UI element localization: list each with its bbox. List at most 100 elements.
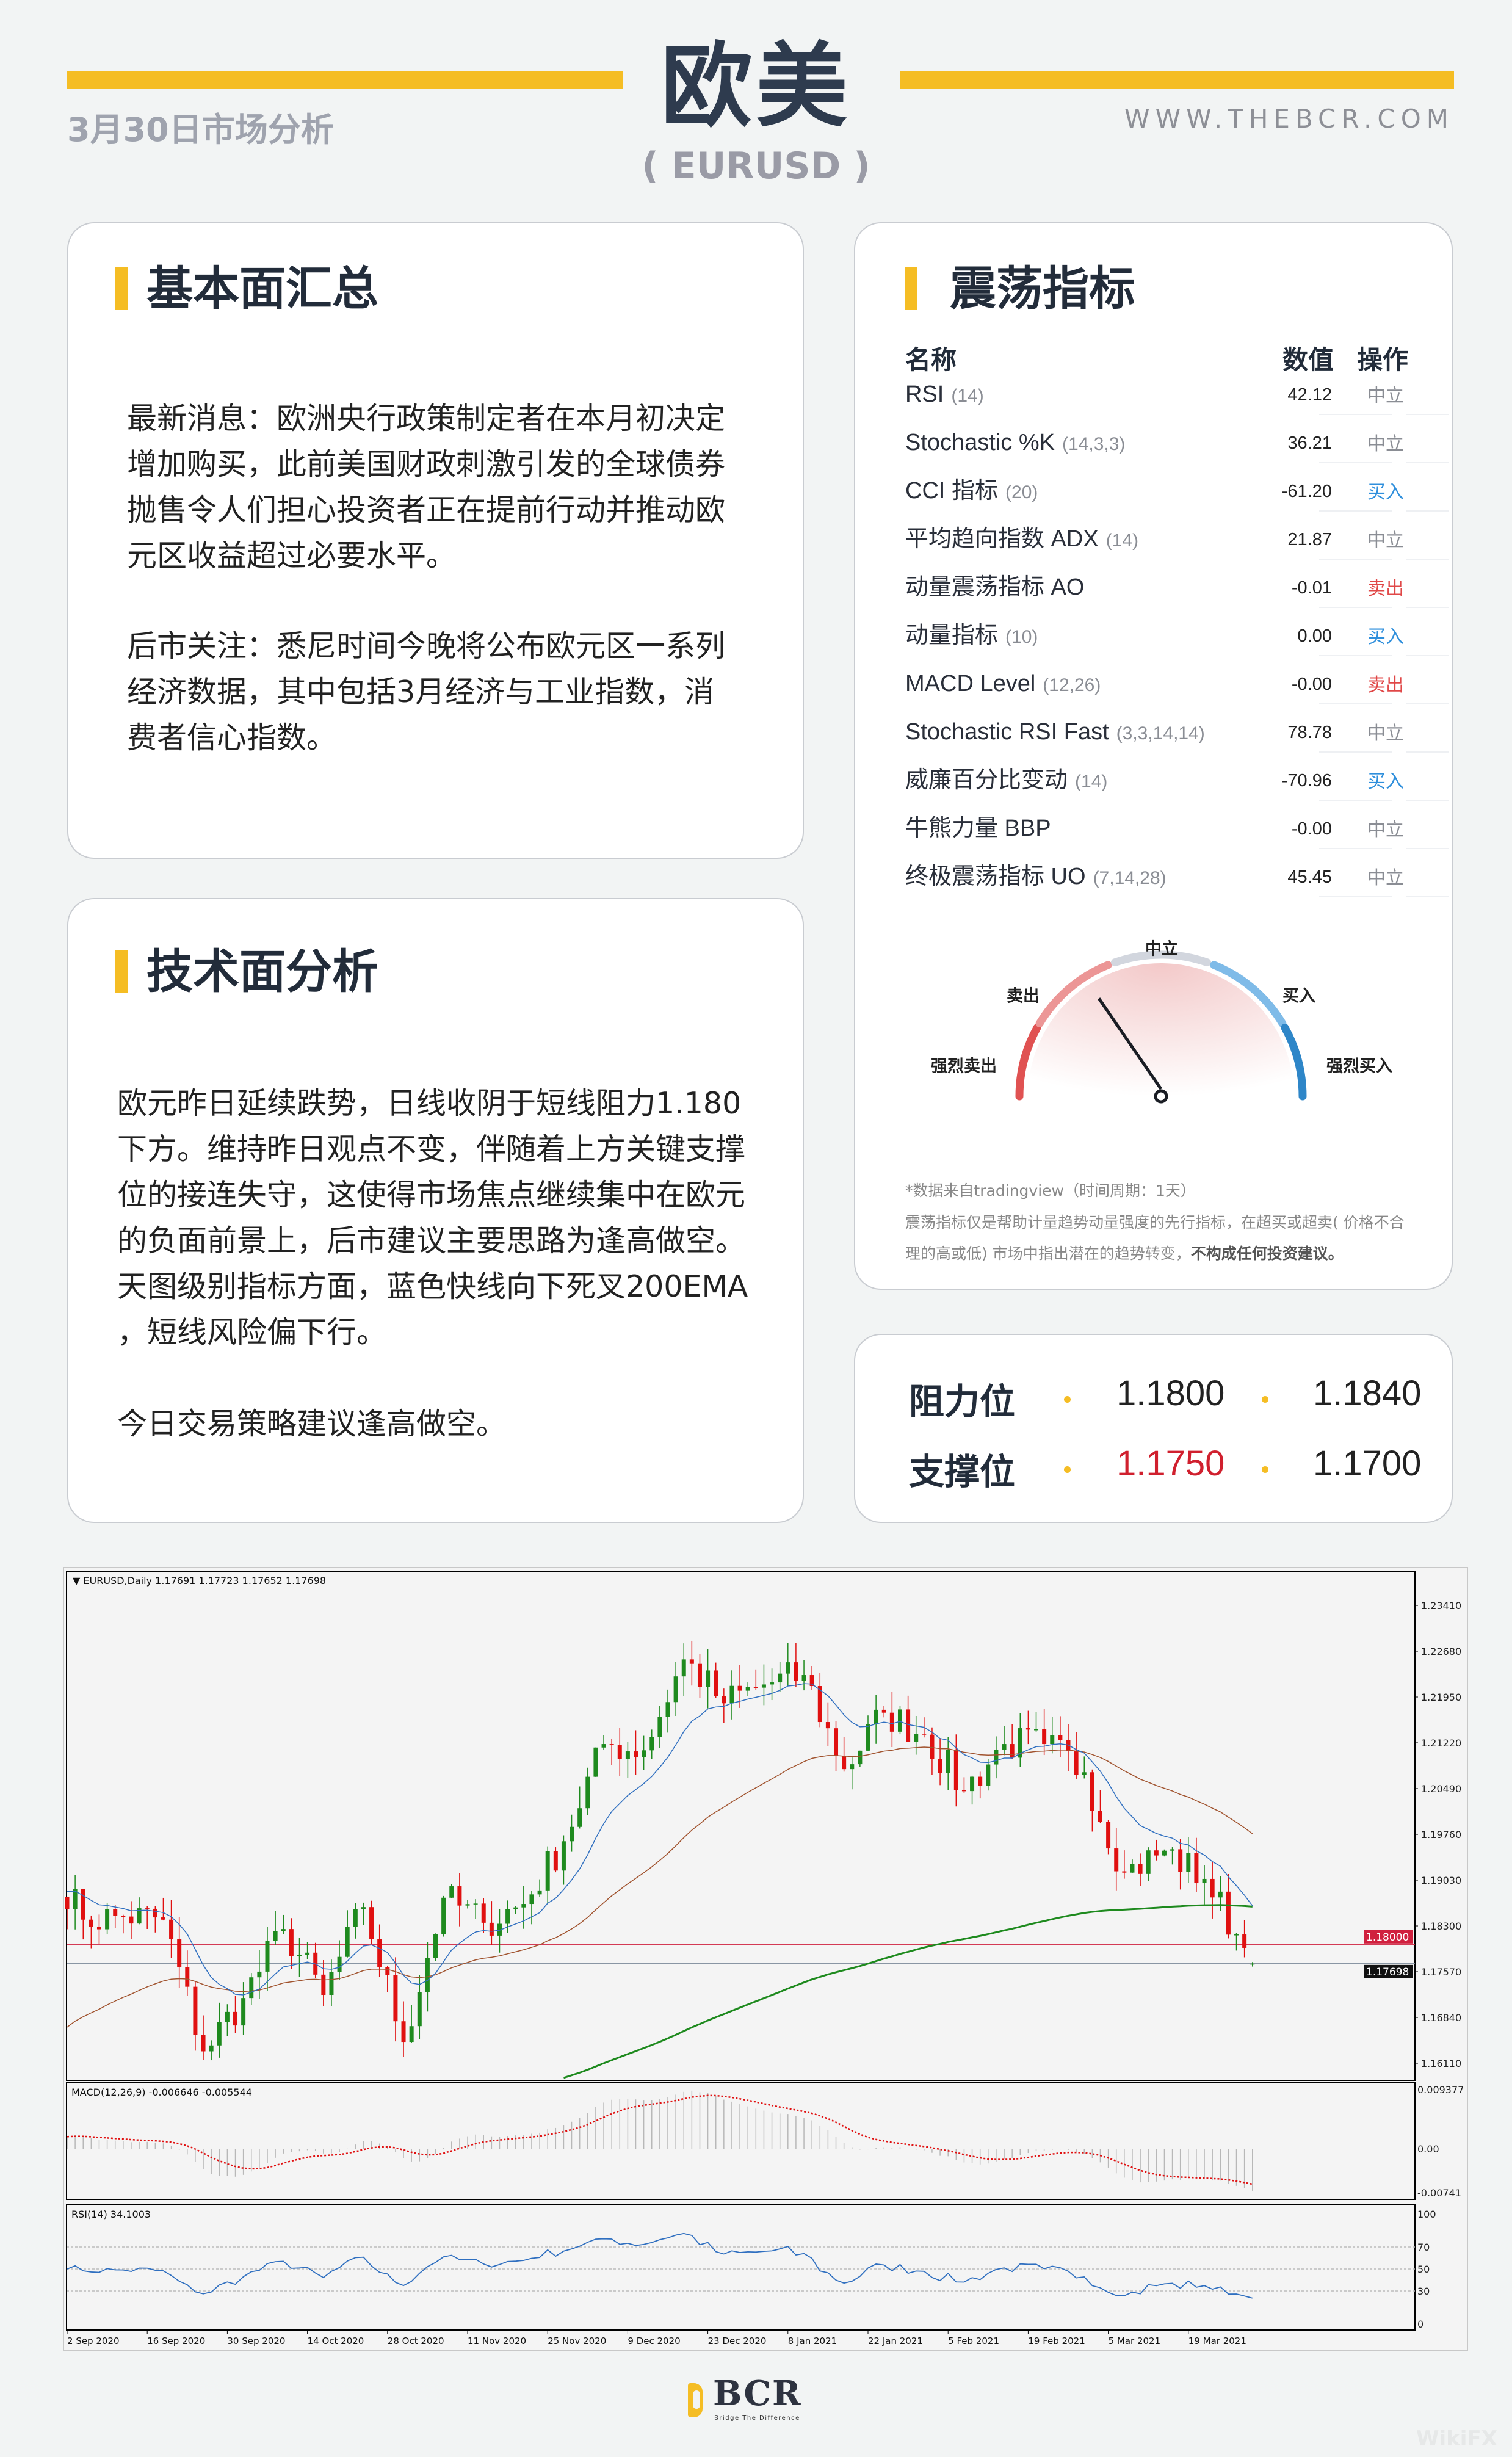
candle-body [289, 1929, 294, 1956]
date-tick-label: 19 Feb 2021 [1028, 2336, 1085, 2347]
oscillator-value: 21.87 [1287, 530, 1332, 549]
website-link[interactable]: WWW.THEBCR.COM [1124, 104, 1454, 134]
candle-body [850, 1764, 855, 1770]
column-header-action: 操作 [1357, 345, 1409, 375]
rsi-line [67, 2232, 1253, 2299]
resistance-label: 阻力位 [909, 1381, 1016, 1422]
trading-strategy: 今日交易策略建议逢高做空。 [117, 1406, 507, 1441]
row-divider [1406, 848, 1449, 849]
gauge-segment-buy [1210, 961, 1287, 1028]
oscillators-heading: 震荡指标 [950, 261, 1135, 316]
disclaimer-line: 理的高或低) 市场中指出潜在的趋势转变，不构成任何投资建议。 [905, 1242, 1344, 1264]
candle-body [770, 1682, 775, 1685]
oscillator-name: 牛熊力量 BBP [905, 810, 1058, 849]
candle-body [625, 1751, 630, 1759]
candle-body [697, 1663, 702, 1687]
candle-body [978, 1776, 983, 1786]
oscillator-name: MACD Level (12,26) [905, 665, 1101, 704]
oscillator-name: 终极震荡指标 UO (7,14,28) [905, 858, 1167, 897]
candle-body [273, 1931, 278, 1941]
row-divider [1406, 462, 1449, 463]
oscillator-label: 威廉百分比变动 [905, 767, 1068, 793]
page-subtitle: ( EURUSD ) [642, 145, 870, 187]
candle-body [593, 1747, 598, 1777]
candle-body [842, 1756, 847, 1770]
candle-body [914, 1734, 919, 1742]
date-tick-label: 28 Oct 2020 [388, 2336, 444, 2347]
support-1: 1.1750 [1116, 1444, 1225, 1483]
oscillator-row: CCI 指标 (20) -61.20 买入 [855, 472, 1454, 521]
row-divider [1406, 559, 1449, 560]
oscillator-row: RSI (14) 42.12 中立 [855, 376, 1454, 424]
oscillator-row: 动量指标 (10) 0.00 买入 [855, 617, 1454, 665]
oscillator-action: 买入 [1367, 626, 1404, 648]
oscillator-action: 买入 [1367, 771, 1404, 792]
candle-body [1114, 1848, 1119, 1872]
candle-body [233, 2011, 238, 2026]
date-tick-label: 19 Mar 2021 [1188, 2336, 1246, 2347]
candle-body [585, 1776, 590, 1809]
candle-body [393, 1975, 398, 2022]
candle-body [553, 1851, 558, 1871]
candle-body [1106, 1822, 1111, 1849]
candle-body [257, 1971, 262, 1978]
text-line: ，短线风险偏下行。 [117, 1315, 387, 1350]
candle-body [1194, 1853, 1199, 1884]
candle-body [489, 1922, 494, 1936]
gauge-label-buy: 买入 [1282, 986, 1315, 1006]
candle-body [897, 1709, 902, 1732]
candle-body [561, 1841, 566, 1871]
candle-body [825, 1722, 830, 1729]
row-divider [1319, 414, 1392, 415]
price-label-box [1364, 1964, 1413, 1978]
candle-body [930, 1734, 935, 1759]
wikifx-watermark: WikiFX [1416, 2426, 1497, 2451]
candle-body [529, 1894, 534, 1905]
oscillator-action: 中立 [1367, 723, 1404, 744]
rsi-tick-label: 100 [1417, 2209, 1436, 2220]
text-line: 抛售令人们担心投资者正在提前行动并推动欧 [127, 493, 726, 527]
date-tick-label: 25 Nov 2020 [548, 2336, 606, 2347]
candle-body [337, 1956, 342, 1972]
candle-body [938, 1759, 942, 1773]
candle-body [225, 2011, 230, 2022]
text-line: 天图级别指标方面，蓝色快线向下死叉200EMA [117, 1269, 748, 1304]
candle-body [745, 1687, 750, 1691]
fundamentals-outlook: 后市关注：悉尼时间今晚将公布欧元区一系列 经济数据，其中包括3月经济与工业指数，… [127, 623, 725, 761]
candle-body [441, 1897, 446, 1934]
macd-tick-label: 0.00 [1417, 2143, 1439, 2155]
candle-body [642, 1750, 646, 1757]
candle-body [1066, 1740, 1071, 1751]
candle-body [73, 1889, 78, 1909]
candle-body [369, 1907, 374, 1939]
candle-body [634, 1751, 638, 1757]
candle-body [673, 1676, 678, 1703]
text-line: 后市关注：悉尼时间今晚将公布欧元区一系列 [127, 629, 726, 664]
date-tick-label: 2 Sep 2020 [67, 2336, 120, 2347]
oscillator-action: 中立 [1367, 867, 1404, 889]
candle-body [753, 1687, 758, 1688]
candle-body [209, 2045, 214, 2052]
candle-body [1018, 1728, 1022, 1758]
candle-body [345, 1927, 350, 1957]
oscillator-label: 动量震荡指标 AO [905, 574, 1085, 600]
candle-body [465, 1904, 470, 1906]
text-line: 欧元昨日延续跌势，日线收阴于短线阻力1.180 [117, 1086, 742, 1121]
row-divider [1406, 896, 1449, 897]
candle-body [417, 1992, 422, 2027]
candle-body [321, 1974, 326, 1996]
candle-body [889, 1712, 894, 1732]
price-chart[interactable]: 1.18000 1.17698 1.23410 1.22680 1.21950 1.212… [63, 1567, 1468, 2351]
text-line: 经济数据，其中包括3月经济与工业指数，消 [127, 675, 715, 709]
oscillator-label: 动量指标 [905, 623, 999, 648]
oscillator-value: -0.00 [1291, 675, 1332, 694]
price-tick-label: 1.18300 [1421, 1920, 1461, 1932]
candle-body [953, 1750, 958, 1790]
bullet-icon [1262, 1396, 1268, 1403]
candle-body [1226, 1891, 1231, 1935]
fundamentals-news: 最新消息：欧洲央行政策制定者在本月初决定 增加购买，此前美国财政刺激引发的全球债… [127, 396, 725, 579]
candle-body [105, 1909, 110, 1930]
candle-body [1002, 1744, 1007, 1750]
oscillator-param: (20) [1005, 482, 1038, 502]
oscillator-value: 78.78 [1287, 723, 1332, 742]
